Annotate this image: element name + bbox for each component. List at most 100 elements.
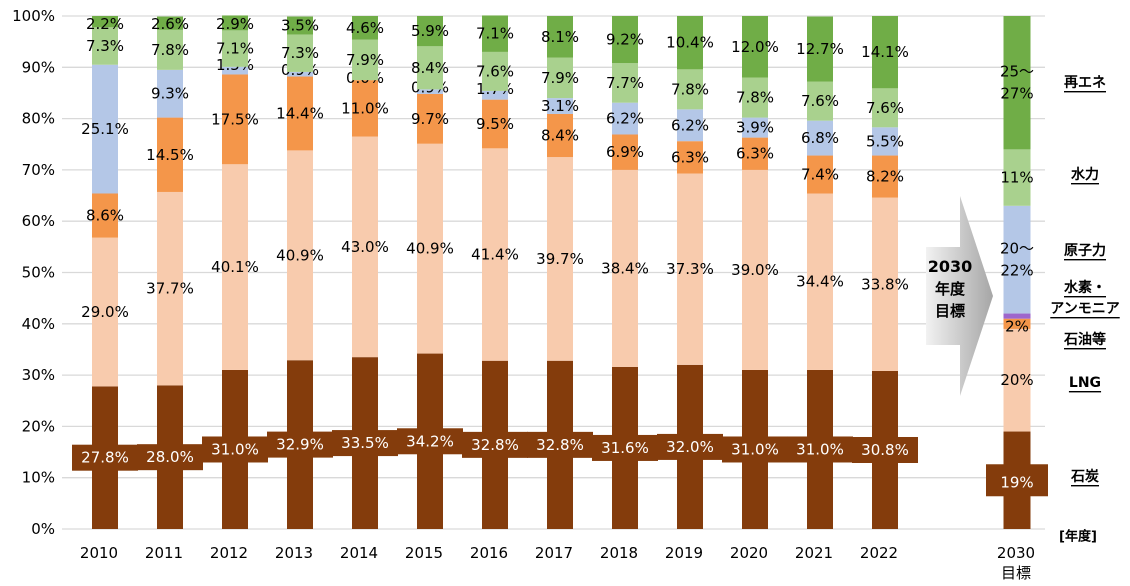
data-label: 32.8%: [536, 436, 584, 454]
target-data-label: 27%: [1000, 85, 1033, 103]
target-data-label: 2%: [1005, 318, 1029, 336]
bar-segment: [222, 15, 248, 31]
category-label: LNG: [1069, 375, 1101, 391]
category-label: アンモニア: [1050, 301, 1119, 317]
bar-segment: [92, 27, 118, 65]
x-tick-label: 2012: [210, 544, 248, 562]
data-label: 2.6%: [151, 15, 189, 33]
x-tick-label: 2015: [405, 544, 443, 562]
bar-segment: [157, 29, 183, 70]
data-label: 6.3%: [671, 148, 709, 166]
data-label: 7.1%: [216, 40, 254, 58]
y-tick-label: 80%: [22, 110, 55, 128]
target-arrow: 2030 年度 目標: [926, 196, 993, 396]
bar-segment: [417, 46, 443, 90]
y-tick-label: 30%: [22, 366, 55, 384]
data-label: 8.6%: [86, 207, 124, 225]
bar-segment: [417, 89, 443, 94]
bar-segment: [872, 16, 898, 89]
x-tick-label-2030: 2030: [997, 544, 1035, 562]
data-label: 6.8%: [801, 129, 839, 147]
x-axis-unit: [年度]: [1059, 529, 1097, 545]
arrow-text-nendo: 年度: [935, 280, 966, 298]
coal-label-box: [137, 444, 203, 471]
coal-label-box: [332, 430, 398, 457]
data-label: 6.2%: [606, 110, 644, 128]
x-tick-label: 2022: [860, 544, 898, 562]
bar-segment: [547, 57, 573, 99]
category-label: 再エネ: [1064, 75, 1106, 91]
bar-segment: [872, 88, 898, 128]
bar-segment: [547, 113, 573, 158]
x-tick-label: 2019: [665, 544, 703, 562]
data-label: 6.9%: [606, 143, 644, 161]
target-data-label: 20～: [1000, 240, 1034, 258]
target-data-label: 20%: [1000, 371, 1033, 389]
y-axis: 0% 10% 20% 30% 40% 50% 60% 70% 80% 90% 100%: [12, 7, 55, 538]
data-label: 32.9%: [276, 436, 324, 454]
data-label: 7.3%: [86, 37, 124, 55]
y-tick-label: 70%: [22, 161, 55, 179]
coal-label-box: [787, 436, 853, 463]
bar-segment: [742, 77, 768, 118]
data-label: 2.9%: [216, 15, 254, 33]
arrow-shape: [926, 196, 993, 396]
bar-segment: [287, 16, 313, 35]
data-label: 37.7%: [146, 280, 194, 298]
coal-label-box: [202, 436, 268, 463]
bar-segment: [157, 191, 183, 386]
category-label: 水力: [1071, 166, 1099, 183]
target-data-label: 11%: [1000, 169, 1033, 187]
bar-segment: [677, 109, 703, 142]
data-label: 41.4%: [471, 246, 519, 264]
data-label: 34.2%: [406, 432, 454, 450]
bar-segment: [92, 64, 118, 194]
data-label: 32.8%: [471, 436, 519, 454]
bar-segment: [612, 16, 638, 64]
bar-segment: [92, 193, 118, 238]
x-tick-label: 2010: [80, 544, 118, 562]
bar-segment: [742, 137, 768, 170]
bar-segment: [872, 127, 898, 156]
target-data-label: 25～: [1000, 63, 1034, 81]
data-label: 34.4%: [796, 273, 844, 291]
category-labels: 石炭 LNG 石油等 水素・アンモニア 原子力 水力 再エネ: [1050, 75, 1119, 485]
coal-label-box: [527, 431, 593, 458]
target-bar-segment: [1003, 328, 1031, 432]
bar-segment: [807, 193, 833, 370]
bar-segment: [742, 16, 768, 78]
bars: 27.8% 29.0% 8.6% 25.1% 7.3% 2.2% 28.0% 37.7% 14.…: [72, 15, 1048, 529]
data-label: 3.9%: [736, 119, 774, 137]
bar-segment: [677, 141, 703, 174]
data-label: 40.9%: [276, 246, 324, 264]
x-tick-label-2030-sub: 目標: [1001, 564, 1031, 582]
data-label: 8.2%: [866, 168, 904, 186]
y-tick-label: 20%: [22, 417, 55, 435]
bar-segment: [352, 39, 378, 81]
y-tick-label: 50%: [22, 264, 55, 282]
coal-label-box: [657, 433, 723, 460]
data-label: 39.0%: [731, 261, 779, 279]
bar-segment: [807, 81, 833, 121]
data-label: 7.4%: [801, 166, 839, 184]
data-label: 6.3%: [736, 145, 774, 163]
bar-segment: [222, 66, 248, 75]
coal-label-box: [72, 444, 138, 471]
bar-segment: [612, 63, 638, 103]
coal-label-box: [592, 434, 658, 461]
data-label: 4.6%: [346, 19, 384, 37]
bar-segment: [807, 155, 833, 194]
data-label: 27.8%: [81, 449, 129, 467]
data-label: 31.0%: [796, 440, 844, 458]
bar-segment: [157, 69, 183, 118]
target-bar-segment: [1003, 205, 1031, 314]
y-tick-label: 60%: [22, 212, 55, 230]
bar-segment: [287, 34, 313, 72]
data-label: 38.4%: [601, 259, 649, 277]
x-tick-label: 2021: [795, 544, 833, 562]
data-label: 14.1%: [861, 43, 909, 61]
data-label: 40.1%: [211, 258, 259, 276]
coal-label-box: [986, 464, 1048, 497]
bar-segment: [547, 157, 573, 361]
data-label: 29.0%: [81, 303, 129, 321]
